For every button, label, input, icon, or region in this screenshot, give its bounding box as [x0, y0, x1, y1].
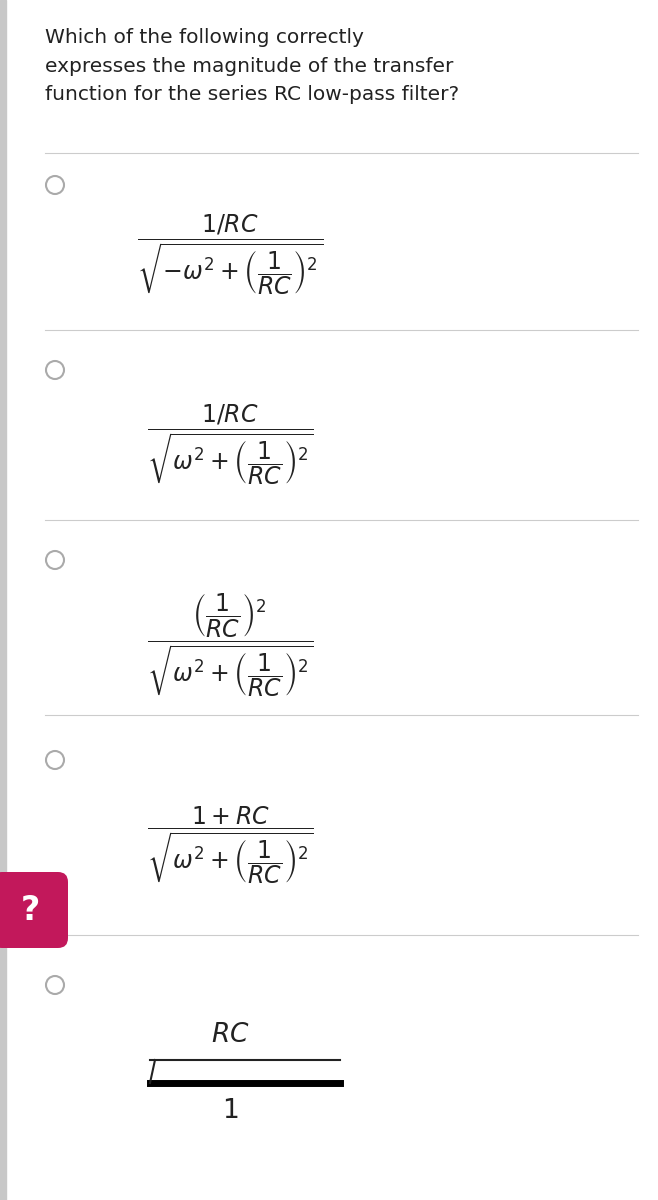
- Text: $1$: $1$: [222, 1098, 238, 1122]
- Text: $\dfrac{1/RC}{\sqrt{\omega^2 + \left(\dfrac{1}{RC}\right)^2}}$: $\dfrac{1/RC}{\sqrt{\omega^2 + \left(\df…: [147, 402, 313, 487]
- Text: ?: ?: [20, 894, 39, 926]
- Text: Which of the following correctly
expresses the magnitude of the transfer
functio: Which of the following correctly express…: [45, 28, 459, 104]
- Text: $RC$: $RC$: [211, 1022, 249, 1048]
- Bar: [0, 0, 6, 1200]
- Text: $\dfrac{\left(\dfrac{1}{RC}\right)^2}{\sqrt{\omega^2 + \left(\dfrac{1}{RC}\right: $\dfrac{\left(\dfrac{1}{RC}\right)^2}{\s…: [147, 592, 313, 698]
- FancyBboxPatch shape: [0, 872, 68, 948]
- Text: $\dfrac{1+RC}{\sqrt{\omega^2 + \left(\dfrac{1}{RC}\right)^2}}$: $\dfrac{1+RC}{\sqrt{\omega^2 + \left(\df…: [147, 804, 313, 886]
- Text: $\dfrac{1/RC}{\sqrt{-\omega^2 + \left(\dfrac{1}{RC}\right)^2}}$: $\dfrac{1/RC}{\sqrt{-\omega^2 + \left(\d…: [137, 212, 323, 298]
